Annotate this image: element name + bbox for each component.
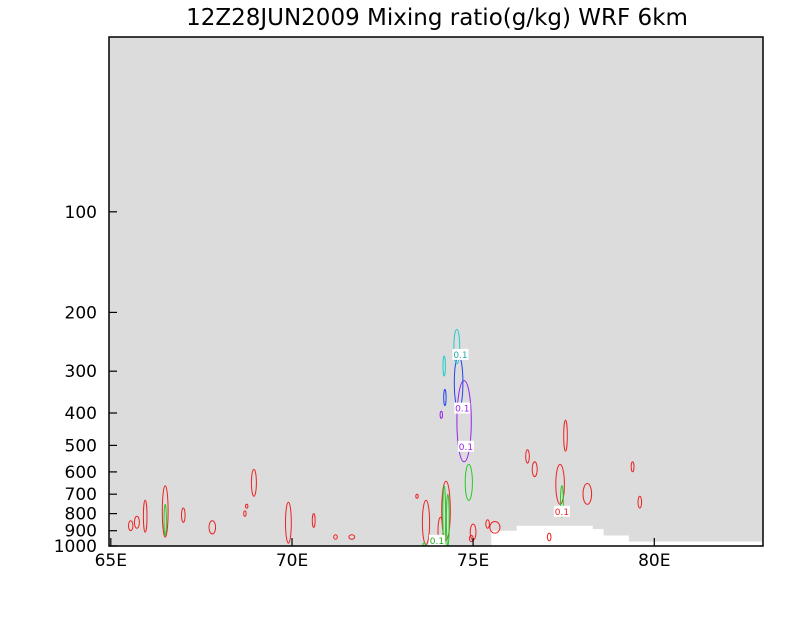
contour-line	[181, 507, 186, 523]
contour-line	[415, 493, 419, 499]
contour-line	[489, 521, 501, 534]
y-tick-label: 800	[65, 505, 97, 525]
contour-line	[208, 520, 217, 535]
y-tick-label: 400	[65, 404, 97, 424]
contour-line	[442, 355, 446, 377]
plot-area	[109, 37, 763, 546]
y-tick-label: 200	[65, 303, 97, 323]
contour-label-box	[428, 534, 445, 546]
contour-line	[348, 534, 356, 540]
contour-label: 0.1	[553, 505, 570, 518]
chart-title: 12Z28JUN2009 Mixing ratio(g/kg) WRF 6km	[186, 5, 688, 31]
y-tick-label: 100	[65, 203, 97, 223]
contour-line	[563, 419, 568, 452]
terrain-mask	[484, 525, 763, 546]
y-tick-label: 600	[65, 463, 97, 483]
contour-line	[421, 499, 431, 546]
y-tick-label: 700	[65, 485, 97, 505]
contour-line	[456, 380, 472, 463]
x-tick-label: 65E	[95, 551, 127, 571]
contour-label: 0.1	[457, 440, 474, 453]
contour-line	[285, 501, 292, 544]
contour-label: 0.1	[452, 348, 469, 361]
contour-line	[525, 449, 530, 464]
contour-line	[133, 515, 140, 529]
contour-line	[333, 534, 338, 540]
contour-label-box	[452, 348, 469, 360]
contour-label-box	[454, 402, 471, 414]
plot-frame	[108, 36, 764, 547]
contour-line	[128, 520, 134, 532]
contour-line	[161, 485, 169, 538]
contour-label: 0.1	[428, 534, 445, 547]
y-tick-label: 1000	[54, 537, 97, 557]
x-tick-label: 75E	[457, 551, 489, 571]
contour-label: 0.1	[454, 402, 471, 415]
contour-label-text: 0.1	[455, 405, 469, 415]
contour-line	[546, 532, 552, 542]
contour-line	[439, 410, 443, 419]
contour-line	[464, 463, 473, 501]
contour-label-box	[553, 505, 570, 517]
contour-line	[311, 513, 316, 528]
contour-line	[243, 510, 247, 517]
y-tick-label: 300	[65, 362, 97, 382]
contour-line	[531, 461, 538, 478]
contour-line	[250, 468, 257, 497]
contour-line	[637, 495, 643, 509]
contour-label-text: 0.1	[459, 443, 473, 453]
contour-label-text: 0.1	[555, 508, 569, 518]
terrain-polygon	[484, 525, 763, 546]
contour-line	[582, 483, 593, 505]
contour-line	[630, 461, 635, 473]
contour-line	[245, 503, 249, 509]
contour-line	[560, 485, 564, 518]
x-tick-label: 80E	[638, 551, 670, 571]
contour-line	[163, 503, 167, 537]
contour-label-layer: 0.1 0.1 0.1 0.1 0.1	[428, 348, 570, 547]
contour-label-text: 0.1	[453, 351, 467, 361]
contour-label-box	[457, 440, 474, 452]
contour-line	[485, 519, 490, 529]
contour-line	[441, 480, 451, 541]
x-tick-label: 70E	[276, 551, 308, 571]
y-tick-label: 500	[65, 436, 97, 456]
contour-line	[453, 328, 461, 365]
contour-line	[443, 388, 447, 407]
contour-line	[142, 499, 148, 533]
x-axis: 65E 70E 75E 80E	[95, 538, 670, 571]
y-tick-label: 900	[65, 522, 97, 542]
contour-label-text: 0.1	[430, 537, 444, 547]
